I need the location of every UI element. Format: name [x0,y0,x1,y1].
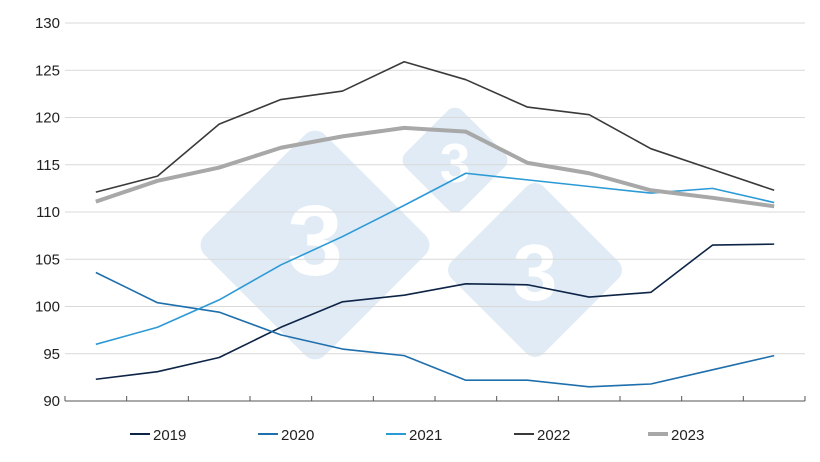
series-line-2022 [95,60,775,193]
y-tick-label: 100 [35,299,60,316]
series-line-2019 [95,243,775,381]
legend-label-2019: 2019 [153,427,186,444]
svg-text:3: 3 [513,228,558,317]
watermark-logo: 3 3 3 [200,107,622,360]
legend-label-2023: 2023 [671,427,704,444]
y-tick-label: 110 [36,204,60,221]
y-tick-label: 130 [35,15,60,32]
y-tick-label: 120 [35,110,60,127]
y-tick-label: 125 [35,62,60,79]
y-tick-label: 90 [43,393,60,410]
y-tick-label: 95 [43,346,60,363]
legend-label-2022: 2022 [537,427,570,444]
legend-label-2020: 2020 [281,427,314,444]
legend-label-2021: 2021 [409,427,442,444]
series-line-2023 [95,125,775,209]
series-line-2020 [95,271,775,388]
y-tick-label: 105 [35,251,60,268]
y-tick-label: 115 [36,157,60,174]
